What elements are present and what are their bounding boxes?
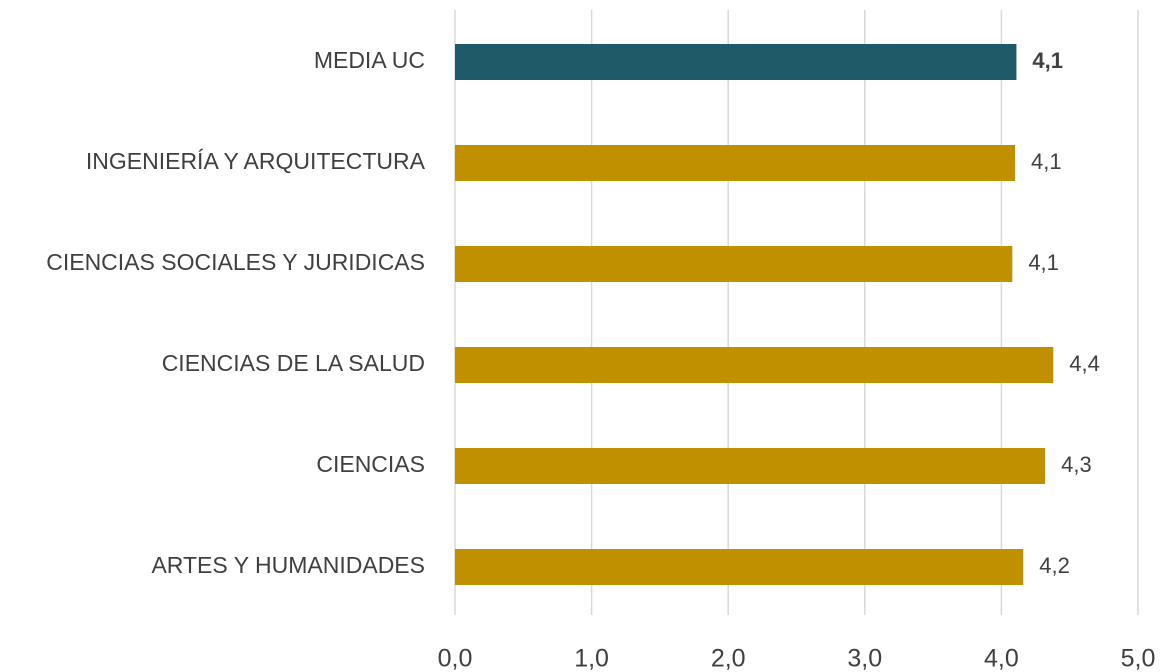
bar xyxy=(455,246,1013,282)
x-tick-label: 5,0 xyxy=(1121,645,1156,672)
x-tick-label: 0,0 xyxy=(438,645,473,672)
bar xyxy=(455,549,1024,585)
x-tick-label: 2,0 xyxy=(711,645,746,672)
x-tick-label: 4,0 xyxy=(984,645,1019,672)
category-label: CIENCIAS DE LA SALUD xyxy=(162,350,425,376)
category-label: INGENIERÍA Y ARQUITECTURA xyxy=(86,148,426,174)
category-label: CIENCIAS SOCIALES Y JURIDICAS xyxy=(46,249,425,275)
category-label: MEDIA UC xyxy=(314,47,425,73)
bar xyxy=(455,347,1054,383)
value-label: 4,2 xyxy=(1039,553,1070,578)
x-tick-label: 1,0 xyxy=(574,645,609,672)
bar xyxy=(455,44,1017,80)
bar xyxy=(455,145,1016,181)
category-label: CIENCIAS xyxy=(316,451,425,477)
category-label: ARTES Y HUMANIDADES xyxy=(151,552,425,578)
x-tick-label: 3,0 xyxy=(847,645,882,672)
value-label: 4,1 xyxy=(1032,48,1063,73)
value-label: 4,1 xyxy=(1031,149,1062,174)
value-label: 4,3 xyxy=(1061,452,1092,477)
value-label: 4,1 xyxy=(1028,250,1059,275)
bar xyxy=(455,448,1046,484)
value-label: 4,4 xyxy=(1069,351,1100,376)
